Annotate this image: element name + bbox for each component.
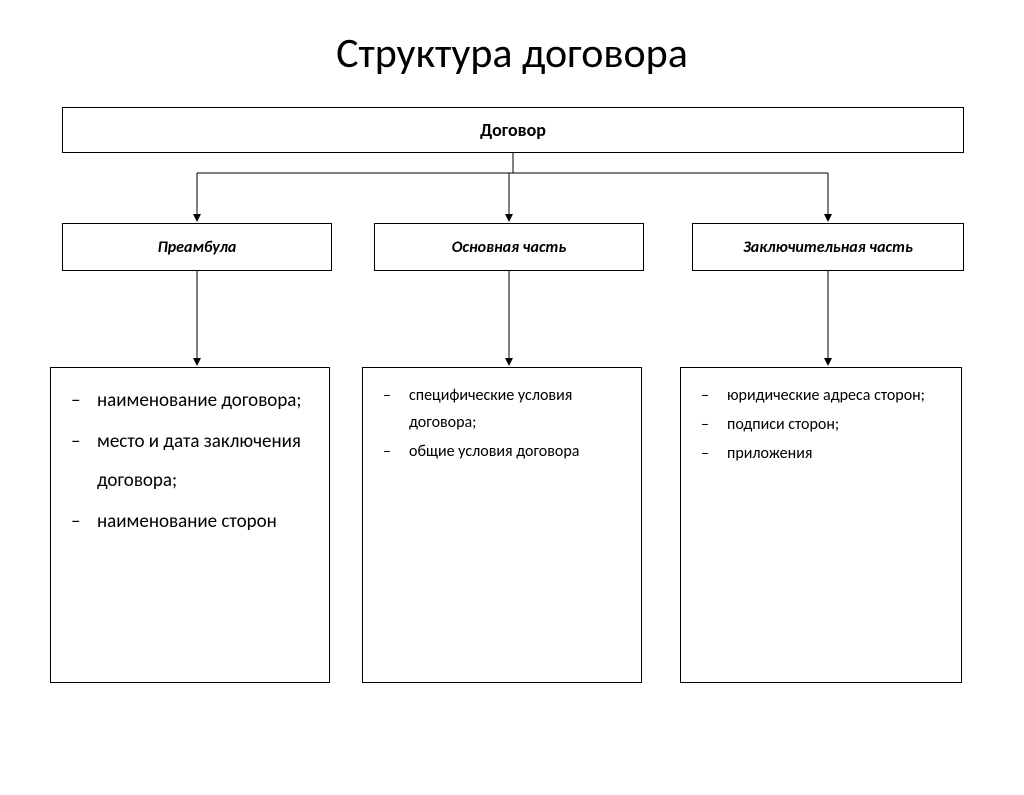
list-item: специфические условия договора; <box>377 382 629 436</box>
root-label: Договор <box>480 119 546 141</box>
list-item: наименование сторон <box>65 503 317 542</box>
branch-header-label: Заключительная часть <box>743 238 913 257</box>
branch-detail-1: специфические условия договора; общие ус… <box>362 367 642 683</box>
branch-header-label: Основная часть <box>452 238 567 257</box>
detail-list: юридические адреса сторон; подписи сторо… <box>695 382 949 468</box>
branch-detail-0: наименование договора; место и дата закл… <box>50 367 330 683</box>
list-item: общие условия договора <box>377 438 629 465</box>
list-item: приложения <box>695 440 949 467</box>
root-node: Договор <box>62 107 964 153</box>
list-item: место и дата заключения договора; <box>65 423 317 501</box>
branch-header-1: Основная часть <box>374 223 644 271</box>
tree-diagram: Договор Преамбула Основная часть Заключи… <box>0 107 1024 747</box>
branch-detail-2: юридические адреса сторон; подписи сторо… <box>680 367 962 683</box>
list-item: наименование договора; <box>65 382 317 421</box>
detail-list: специфические условия договора; общие ус… <box>377 382 629 466</box>
branch-header-label: Преамбула <box>158 238 237 257</box>
list-item: подписи сторон; <box>695 411 949 438</box>
detail-list: наименование договора; место и дата закл… <box>65 382 317 542</box>
list-item: юридические адреса сторон; <box>695 382 949 409</box>
branch-header-0: Преамбула <box>62 223 332 271</box>
page-title: Структура договора <box>0 28 1024 79</box>
branch-header-2: Заключительная часть <box>692 223 964 271</box>
